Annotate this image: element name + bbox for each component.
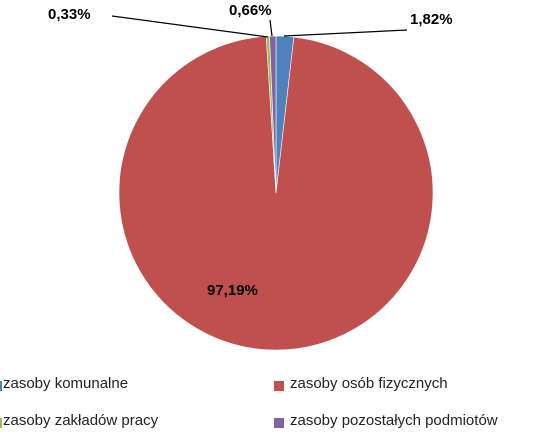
pie-slices <box>118 35 434 351</box>
data-label-osob-fizycznych: 97,19% <box>207 282 258 299</box>
legend-swatch-komunalne <box>0 381 2 391</box>
pie-slice-osob-fizycznych <box>118 35 434 351</box>
legend-swatch-pozostalych <box>274 418 284 428</box>
legend-swatch-zakladow-pracy <box>0 418 2 428</box>
leader-line-komunalne <box>283 29 408 37</box>
legend-label-komunalne: zasoby komunalne <box>3 375 129 392</box>
legend-label-pozostalych: zasoby pozostałych podmiotów <box>290 412 498 429</box>
leader-lines <box>111 15 408 38</box>
leader-line-pozostalych <box>269 19 273 37</box>
data-label-zakladow-pracy: 0,33% <box>48 6 91 23</box>
data-label-pozostalych: 0,66% <box>229 2 272 19</box>
data-label-komunalne: 1,82% <box>410 11 453 28</box>
leader-line-zakladow <box>111 15 269 38</box>
legend-label-osob-fizycznych: zasoby osób fizycznych <box>290 375 448 392</box>
legend-label-zakladow-pracy: zasoby zakładów pracy <box>3 412 159 429</box>
pie-slice-pozostalych <box>269 35 277 194</box>
legend-swatch-osob-fizycznych <box>274 381 284 391</box>
